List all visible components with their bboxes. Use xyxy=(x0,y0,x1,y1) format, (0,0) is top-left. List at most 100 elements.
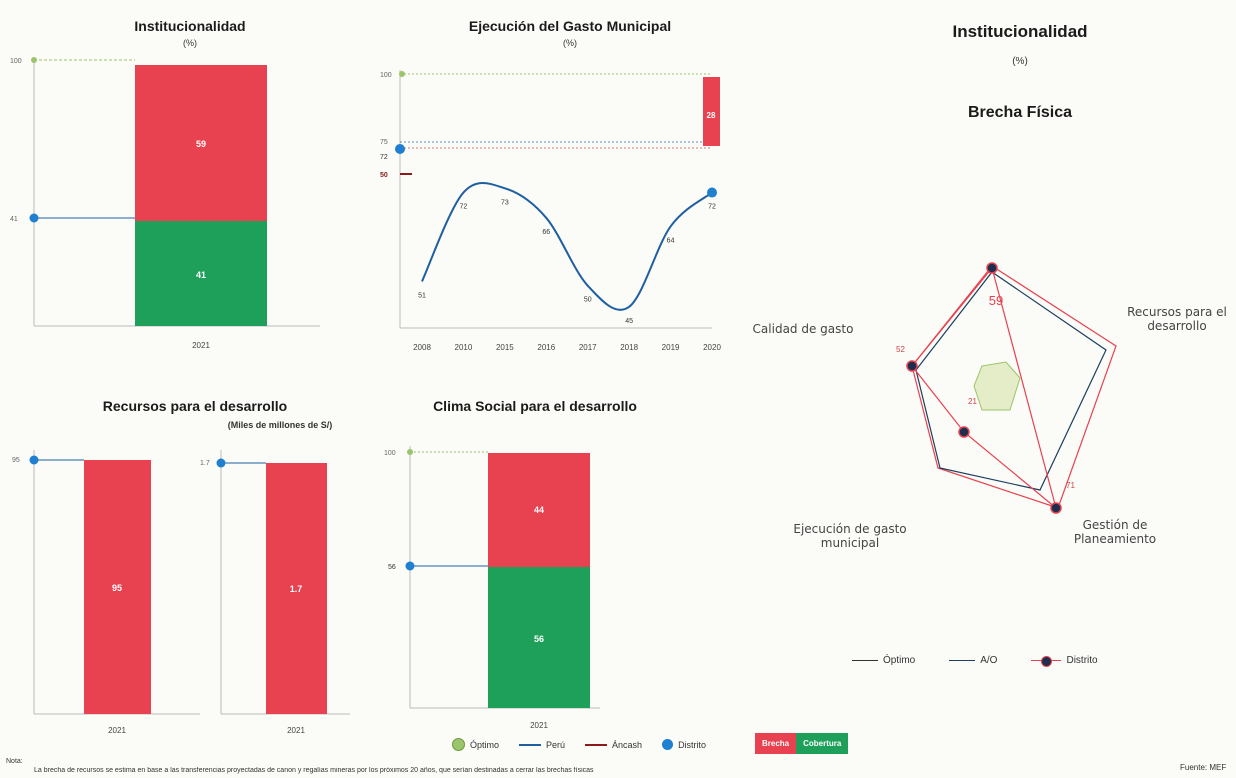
panel1-brecha-label: 59 xyxy=(196,139,206,149)
panel2-subtitle: (%) xyxy=(563,38,577,48)
note-label: Nota: xyxy=(6,758,23,765)
legend-brecha: Brecha xyxy=(755,733,797,754)
x-tick-label: 2019 xyxy=(662,343,680,352)
brecha-cobertura-legend: Brecha Cobertura xyxy=(755,733,849,754)
line-icon xyxy=(949,659,976,662)
panel1-tick-distrito: 41 xyxy=(10,216,18,223)
x-tick-label: 2018 xyxy=(620,343,638,352)
panel4-chart: 44 56 100 56 2021 xyxy=(384,446,600,730)
radar-value-top: 59 xyxy=(989,293,1003,308)
line-icon xyxy=(852,659,878,662)
panel2-tick-distrito: 72 xyxy=(380,154,388,161)
panel2-brecha-label: 28 xyxy=(707,111,716,120)
x-tick-label: 2016 xyxy=(537,343,555,352)
optimo-marker xyxy=(399,71,405,77)
panel4-title: Clima Social para el desarrollo xyxy=(433,398,637,414)
panel3-left-year: 2021 xyxy=(108,726,126,735)
panel4-tick-distrito: 56 xyxy=(388,564,396,571)
radar-legend-optimo: Óptimo xyxy=(852,655,915,666)
panel1-bar-brecha xyxy=(135,65,267,221)
radar-label-calidad: Calidad de gasto xyxy=(752,322,854,336)
panel4-cobertura-label: 56 xyxy=(534,634,544,644)
panel2-tick-peru: 75 xyxy=(380,139,388,146)
distrito-point xyxy=(986,262,998,274)
panel3-bar-right xyxy=(266,463,327,714)
panel1-subtitle: (%) xyxy=(183,38,197,48)
line-value-label: 72 xyxy=(460,204,468,211)
panel2-tick-max: 100 xyxy=(380,72,392,79)
right-subtitle: (%) xyxy=(1012,56,1028,67)
line-value-label: 72 xyxy=(708,204,716,211)
panel2-bar-brecha xyxy=(703,77,720,146)
panel3-left-label: 95 xyxy=(112,583,122,593)
x-tick-label: 2008 xyxy=(413,343,431,352)
radar-label-recursos: Recursos para el desarrollo xyxy=(1127,305,1227,333)
radar-chart: 59 52 21 71 xyxy=(896,262,1117,514)
line-icon xyxy=(519,743,542,746)
legend-optimo: Óptimo xyxy=(452,738,499,751)
right-title: Institucionalidad xyxy=(952,22,1088,41)
panel3-subtitle: (Miles de millones de S/) xyxy=(227,420,333,430)
panel3-bar-left xyxy=(84,460,151,714)
distrito-point xyxy=(1050,502,1062,514)
note-text: La brecha de recursos se estima en base … xyxy=(34,767,594,774)
radar-value-71: 71 xyxy=(1066,481,1075,490)
radar-legend-distrito: Distrito xyxy=(1031,655,1098,667)
panel3-right-year: 2021 xyxy=(287,726,305,735)
line-value-label: 50 xyxy=(584,297,592,304)
panel1-tick-max: 100 xyxy=(10,58,22,65)
radar-legend: Óptimo A/O Distrito xyxy=(852,655,1098,667)
distrito-marker xyxy=(216,458,226,468)
panel1-bar-cobertura xyxy=(135,221,267,326)
panel3-left-tick: 95 xyxy=(12,457,20,464)
line-dot-icon xyxy=(1031,655,1062,667)
distrito-marker xyxy=(29,455,39,465)
distrito-marker xyxy=(405,561,415,571)
panel3-right-tick: 1.7 xyxy=(200,460,210,467)
x-tick-label: 2010 xyxy=(455,343,473,352)
radar-label-ejecucion: Ejecución de gasto municipal xyxy=(793,522,907,550)
line-value-label: 51 xyxy=(418,292,426,299)
panel4-year: 2021 xyxy=(530,721,548,730)
line-value-label: 64 xyxy=(667,237,675,244)
line-series xyxy=(421,182,713,311)
optimo-marker xyxy=(31,57,37,63)
panel3-right-label: 1.7 xyxy=(290,584,303,594)
bottom-legend: Óptimo Perú Áncash Distrito xyxy=(452,738,706,751)
radar-legend-ajo: A/O xyxy=(949,655,997,666)
distrito-marker xyxy=(395,144,405,154)
panel1-chart: 59 41 100 41 2021 xyxy=(10,57,320,350)
circle-icon xyxy=(662,739,674,750)
panel3-chart: 95 95 2021 1.7 1.7 2021 xyxy=(12,450,350,735)
legend-ancash: Áncash xyxy=(585,740,642,750)
panel1-title: Institucionalidad xyxy=(134,18,246,34)
legend-distrito: Distrito xyxy=(662,739,706,750)
radar-optimo-fill xyxy=(973,361,1021,411)
line-value-label: 73 xyxy=(501,199,509,206)
source: Fuente: MEF xyxy=(1180,763,1227,772)
panel4-brecha-label: 44 xyxy=(534,505,544,515)
panel4-bar-cobertura xyxy=(488,567,590,708)
legend-cobertura: Cobertura xyxy=(796,733,849,754)
optimo-marker xyxy=(407,449,413,455)
panel2-chart: 28 100 75 72 50 51 2008 72 2010 73 2015 66 2016… xyxy=(380,70,721,352)
radar-label-gestion: Gestión de Planeamiento xyxy=(1073,518,1157,546)
panel3-title: Recursos para el desarrollo xyxy=(102,398,288,414)
line-icon xyxy=(585,743,608,746)
legend-peru: Perú xyxy=(519,740,565,750)
radar-value-21: 21 xyxy=(968,397,977,406)
radar-value-52: 52 xyxy=(896,345,905,354)
panel4-bar-brecha xyxy=(488,453,590,567)
panel2-tick-ancash: 50 xyxy=(380,172,388,179)
panel1-cobertura-label: 41 xyxy=(196,270,206,280)
distrito-point xyxy=(958,426,970,438)
distrito-marker xyxy=(29,213,39,223)
panel4-tick-max: 100 xyxy=(384,450,396,457)
radar-ajo xyxy=(915,271,1107,491)
line-value-label: 66 xyxy=(542,229,550,236)
distrito-point xyxy=(906,360,918,372)
line-value-label: 45 xyxy=(625,318,633,325)
optimo-icon xyxy=(452,738,465,751)
distrito-point xyxy=(707,187,717,198)
x-tick-label: 2017 xyxy=(579,343,597,352)
